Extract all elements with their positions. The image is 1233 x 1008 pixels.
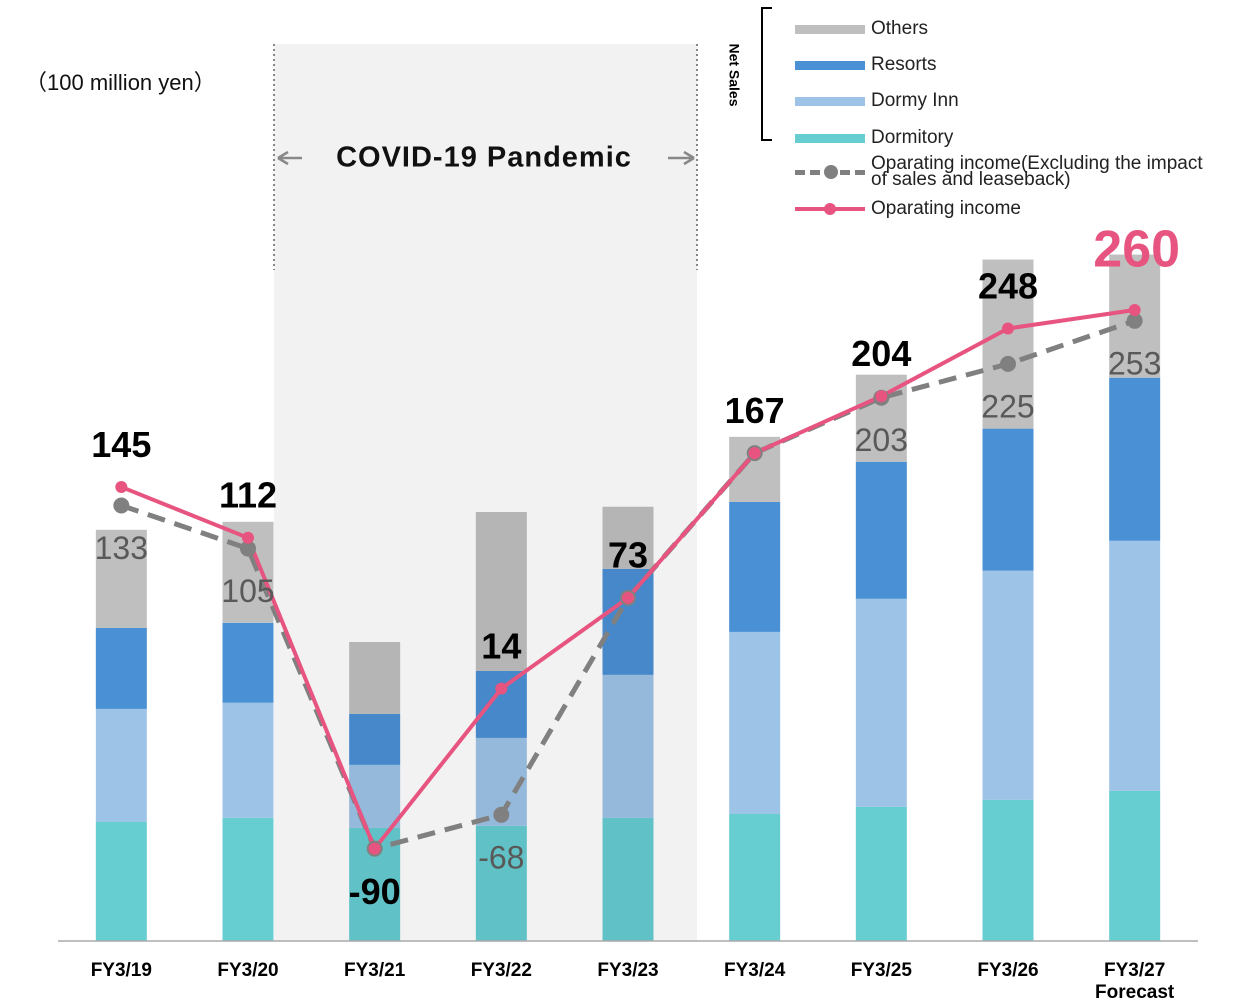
line-marker [1002,322,1014,335]
legend-label: Others [871,18,929,39]
legend-swatch [795,164,865,179]
bar-segment [982,259,1034,429]
x-tick-label: FY3/20 [217,960,279,981]
x-tick-label: FY3/23 [597,960,659,981]
line-marker [1128,304,1141,317]
bar-segment [222,702,274,818]
annotation: COVID-19 Pandemic [336,142,632,174]
bar-segment [1109,540,1161,791]
bar-segment [855,461,907,599]
x-tick-label: FY3/24 [724,960,786,981]
data-label: 145 [91,424,151,465]
bar-segment [95,708,147,822]
legend-swatch [795,24,865,34]
legend-marker [824,164,838,179]
data-label: 225 [981,388,1034,424]
legend-item: Dormy Inn [795,90,959,112]
bar-segment [1109,790,1161,941]
line-marker [242,531,254,544]
line-marker [113,497,130,514]
bar-segment [95,821,147,941]
line-marker [495,682,508,695]
bar-segment [1109,377,1161,541]
data-label: 260 [1093,221,1180,279]
unit-label: （100 million yen） [25,70,216,95]
x-tick-label: FY3/22 [470,960,532,981]
arrow [668,150,695,166]
x-tick-label: FY3/21 [344,960,406,981]
legend-label: Oparating income(Excluding the impact of… [871,153,1203,190]
x-tick-label: FY3/26 [977,960,1039,981]
x-tick-label: FY3/27 Forecast [1095,960,1175,1003]
bar-segment [855,598,907,807]
bar-segment [729,501,781,632]
legend-swatch [795,203,865,215]
legend-swatch [795,96,865,106]
bar-segment [602,674,654,818]
bar-segment [729,813,781,941]
legend-swatch [795,133,865,143]
legend-item: Resorts [795,54,936,76]
data-label: 105 [221,573,274,609]
bar-segment [982,799,1034,941]
bar-segment [222,622,274,703]
bar-segment [729,631,781,814]
line-marker [1000,355,1016,372]
bar-segment [855,806,907,941]
data-label: 73 [608,535,648,576]
bar-segment [95,529,147,628]
data-label: 112 [219,475,277,516]
legend-bracket [761,7,772,141]
data-label: 204 [851,333,911,374]
lines: 133 105 -68 203 225 253 145 112 -90 14 73 167 204 248… [91,221,1180,913]
bars [95,254,1161,941]
x-tick-label: FY3/19 [90,960,152,981]
x-tick-label: FY3/25 [850,960,912,981]
data-label: -90 [349,871,401,912]
line-marker [748,447,761,460]
bar-segment [475,825,527,941]
legend-swatch [795,60,865,70]
data-label: 253 [1108,345,1161,381]
data-label: 203 [855,422,908,458]
data-label: -68 [478,839,524,875]
bar-segment [475,511,527,671]
legend-item: Oparating income(Excluding the impact of… [795,153,1211,190]
legend-marker [824,203,836,215]
legend-item: Others [795,18,928,40]
line-marker [115,481,128,494]
line-marker [493,806,510,823]
bar-segment [602,817,654,941]
data-label: 133 [95,530,148,566]
data-label: 14 [481,626,521,667]
bar-segment [982,570,1034,800]
data-label: 167 [725,390,785,431]
bar-segment [349,713,401,765]
bar-segment [95,627,147,709]
line-marker [1126,312,1143,329]
data-label: 248 [978,265,1038,306]
bar-segment [475,670,527,738]
line-marker [622,591,634,604]
bar-segment [349,641,401,714]
bar-segment [349,764,401,828]
arrow [277,150,302,166]
legend-label: Oparating income [871,198,1021,219]
covid-shade [274,44,697,941]
line-marker [875,390,888,403]
legend-label: Resorts [871,54,937,75]
legend-label: Dormitory [871,127,954,148]
line-marker [240,540,256,557]
legend-item: Oparating income [795,198,1211,219]
legend-item: Dormitory [795,127,953,149]
bar-segment [602,568,654,675]
legend-label: Dormy Inn [871,90,959,111]
bar-segment [982,428,1034,571]
bar-segment [602,506,654,569]
legend-group: Net Sales [726,43,742,106]
line-marker [368,842,381,855]
bar-segment [222,817,274,941]
